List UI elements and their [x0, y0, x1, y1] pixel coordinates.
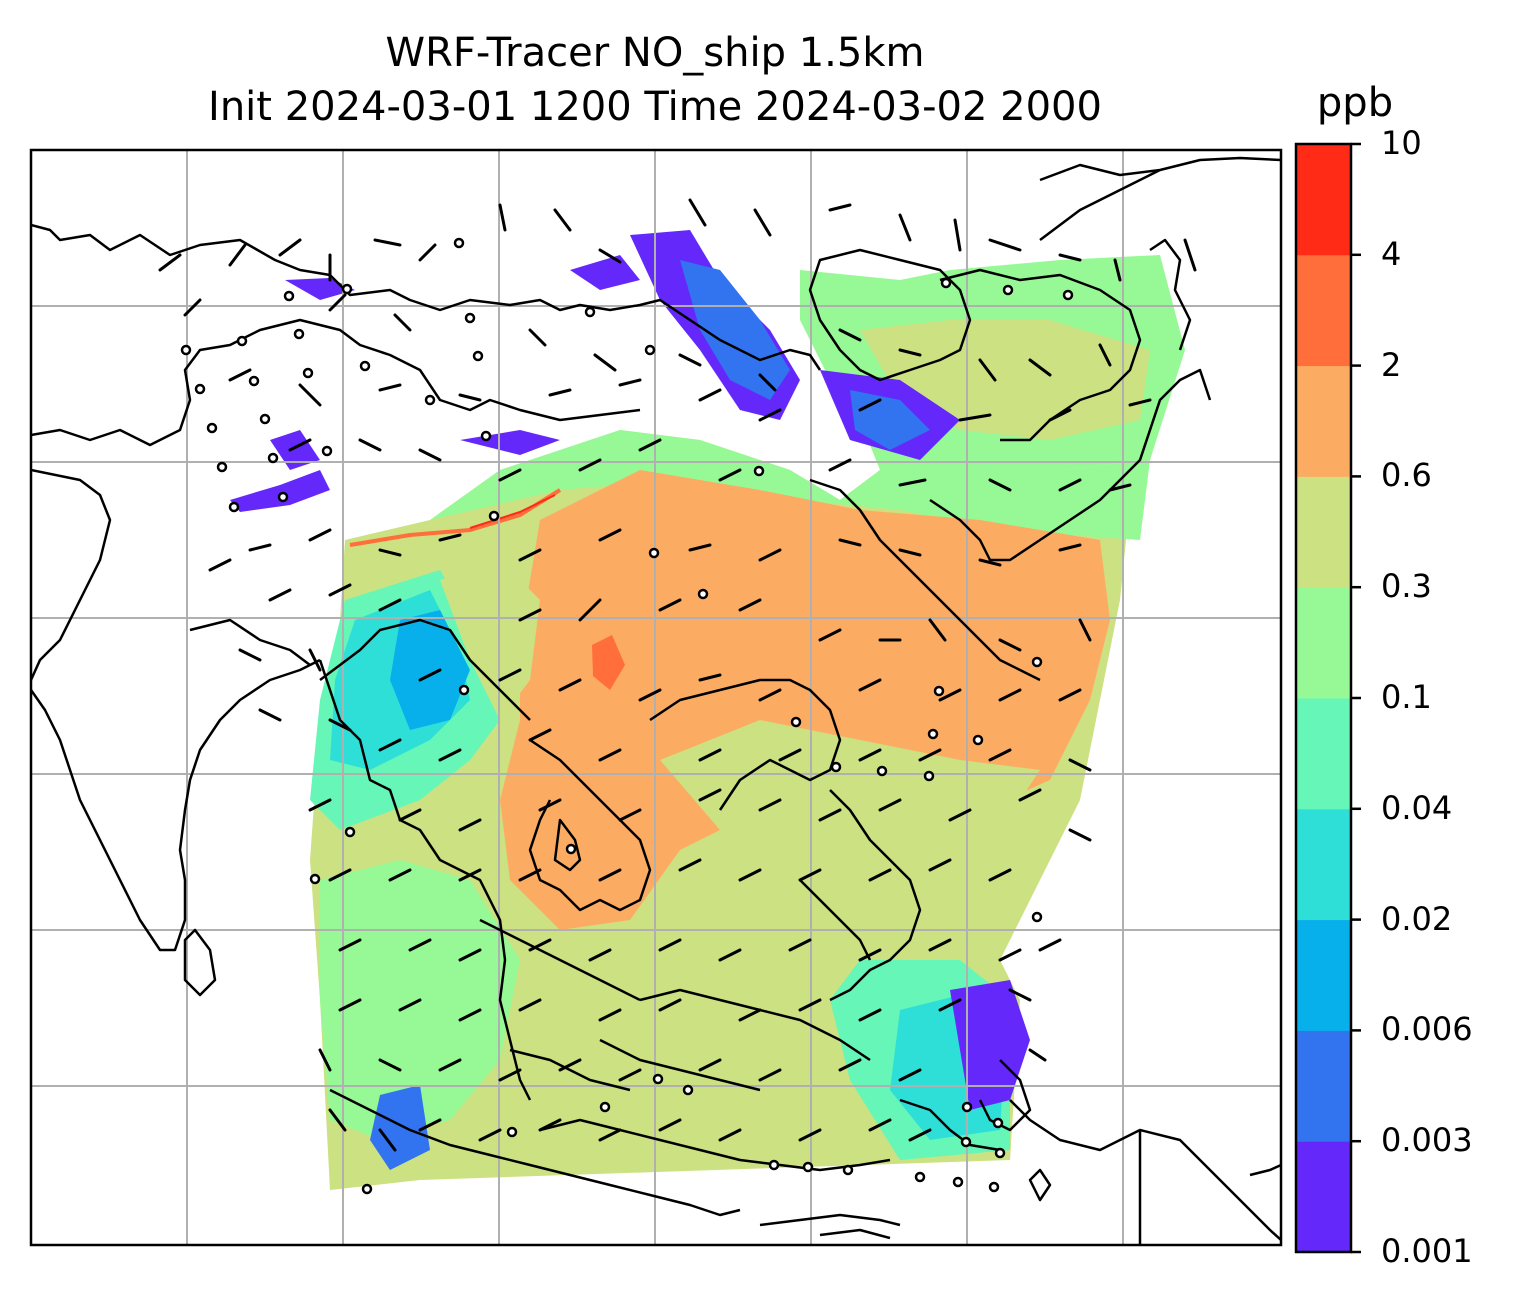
map-frame — [29, 148, 1283, 1247]
map-title-line2: Init 2024-03-01 1200 Time 2024-03-02 200… — [208, 84, 1102, 130]
field-purple-west-1 — [230, 470, 330, 512]
field-green-north — [430, 430, 1150, 540]
colorbar-unit-label: ppb — [1316, 80, 1394, 126]
map-panel — [31, 150, 1281, 1245]
colorbar-tick-label: 0.3 — [1381, 567, 1432, 606]
colorbar-tick-label: 0.001 — [1381, 1232, 1473, 1270]
field-purple-north-1 — [570, 255, 640, 290]
colorbar-segment — [1296, 698, 1351, 810]
field-purple-west-2 — [270, 430, 320, 470]
colorbar-segment — [1296, 808, 1351, 921]
colorbar-tick-label: 0.04 — [1381, 788, 1453, 827]
field-redorange-patch — [592, 635, 625, 690]
colorbar-tick-label: 0.6 — [1381, 456, 1432, 495]
field-redorange-ridge — [349, 488, 562, 547]
wind-barbs — [158, 198, 1197, 1152]
colorbar-tick-label: 0.02 — [1381, 899, 1453, 938]
coastlines — [31, 156, 1281, 1245]
field-olive-west — [440, 560, 540, 720]
colorbar-tick-label: 0.1 — [1381, 678, 1432, 716]
field-blue-southwest — [370, 1085, 430, 1170]
field-olive-central — [660, 720, 1040, 850]
map-title-line1: WRF-Tracer NO_ship 1.5km — [385, 30, 925, 76]
colorbar-ticks — [1351, 142, 1361, 1254]
colorbar-segment — [1296, 365, 1351, 477]
colorbar-segment — [1296, 919, 1351, 1031]
colorbar-segment — [1296, 1141, 1351, 1253]
colorbar-segment — [1296, 254, 1351, 367]
field-blue-westcoast — [390, 610, 470, 730]
field-blue-channel — [680, 260, 790, 400]
colorbar-segment — [1296, 1030, 1351, 1142]
field-purple-south — [950, 980, 1030, 1110]
colorbar-segment — [1296, 587, 1351, 699]
colorbar-tick-label: 0.006 — [1381, 1010, 1473, 1049]
colorbar-tick-label: 4 — [1381, 234, 1402, 273]
colorbar-segment — [1296, 476, 1351, 588]
colorbar-tick-label: 10 — [1381, 124, 1422, 162]
colorbar-tick-label: 2 — [1381, 345, 1402, 384]
colorbar-tick-label: 0.003 — [1381, 1121, 1473, 1160]
colorbar — [1296, 144, 1351, 1253]
calm-wind-markers — [180, 237, 1074, 1195]
colorbar-segment — [1296, 144, 1351, 256]
field-red-ridge — [469, 494, 556, 529]
